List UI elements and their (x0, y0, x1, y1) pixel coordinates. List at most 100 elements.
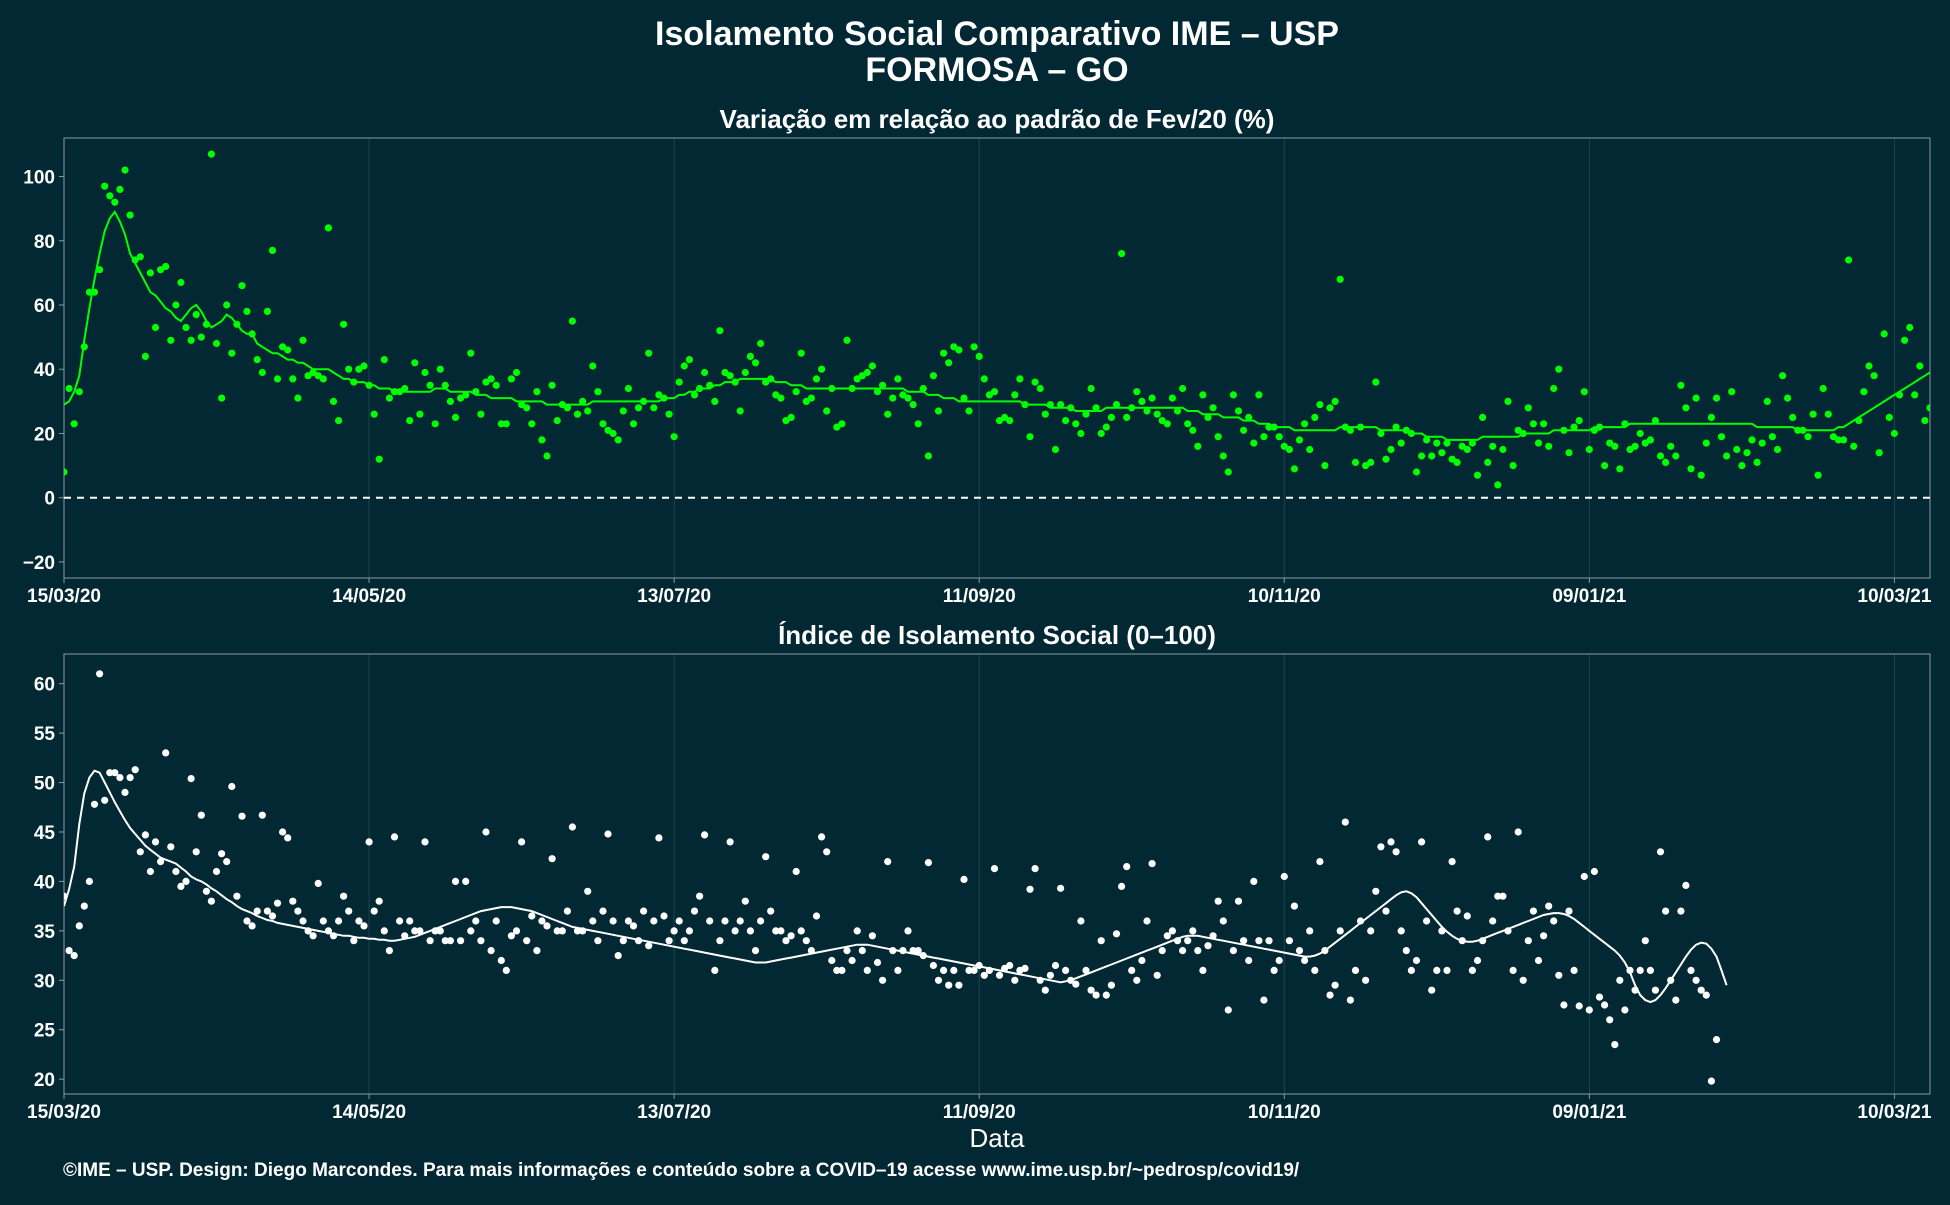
data-point (96, 670, 104, 678)
trend-line (64, 769, 1728, 1004)
data-point (1911, 391, 1919, 399)
data-point (873, 958, 882, 967)
data-point (162, 749, 170, 757)
data-point (1937, 427, 1944, 434)
data-point (1280, 872, 1288, 881)
data-point (1051, 961, 1060, 970)
x-tick-label: 14/05/20 (332, 1102, 406, 1123)
data-point (1209, 932, 1217, 940)
data-point (1921, 417, 1929, 425)
data-point (619, 937, 627, 945)
data-point (1072, 420, 1080, 428)
data-point (502, 966, 510, 975)
data-point (467, 349, 475, 357)
data-point (1575, 1002, 1583, 1010)
data-point (1316, 401, 1324, 409)
data-point (1046, 401, 1054, 409)
data-point (1504, 927, 1512, 935)
y-tick-label: 40 (34, 360, 55, 381)
data-point (1011, 391, 1019, 399)
data-point (1387, 445, 1395, 454)
data-point (70, 952, 78, 960)
data-point (411, 927, 419, 935)
data-point (645, 349, 653, 357)
data-point (1473, 956, 1482, 965)
x-tick-label: 13/07/20 (637, 1102, 711, 1123)
data-point (716, 937, 724, 945)
data-point (406, 417, 414, 425)
data-point (1692, 976, 1700, 984)
data-point (1560, 426, 1568, 434)
data-point (1418, 838, 1426, 846)
data-point (1041, 986, 1049, 994)
data-point (1707, 1077, 1715, 1085)
data-point (690, 907, 699, 915)
data-point (1377, 843, 1385, 851)
y-tick-label: 30 (34, 971, 55, 992)
data-point (1295, 947, 1304, 955)
data-point (848, 956, 856, 965)
data-point (655, 834, 663, 842)
data-point (1163, 420, 1171, 428)
data-point (1672, 996, 1680, 1004)
data-point (563, 404, 572, 412)
data-point (106, 192, 114, 200)
data-point (1123, 413, 1131, 421)
data-point (945, 359, 953, 367)
data-point (1524, 404, 1532, 412)
data-point (1758, 439, 1766, 447)
data-point (1173, 407, 1182, 415)
data-point (136, 253, 144, 261)
data-point (1311, 413, 1319, 421)
data-point (863, 368, 871, 377)
data-point (1118, 882, 1126, 891)
data-point (1550, 917, 1558, 925)
data-point (212, 867, 221, 876)
data-point (1834, 436, 1843, 444)
data-point (90, 800, 99, 808)
data-point (202, 320, 210, 328)
data-point (1906, 323, 1914, 332)
x-tick-label: 15/03/20 (27, 586, 101, 607)
data-point (411, 359, 419, 367)
data-point (284, 346, 292, 354)
data-point (1942, 359, 1949, 366)
data-point (787, 413, 795, 421)
data-point (1148, 860, 1156, 868)
data-point (634, 404, 643, 412)
data-point (1901, 336, 1909, 344)
data-point (446, 937, 454, 945)
data-point (1163, 932, 1171, 940)
data-point (258, 811, 266, 819)
data-point (894, 375, 902, 383)
y-tick-label: 25 (34, 1021, 56, 1042)
y-tick-label: 0 (44, 489, 55, 510)
data-point (1433, 439, 1441, 447)
data-point (1753, 458, 1761, 466)
data-point (894, 966, 902, 975)
data-point (157, 858, 165, 866)
data-point (172, 867, 180, 876)
data-point (1011, 976, 1019, 984)
data-point (192, 848, 200, 856)
data-point (1097, 429, 1105, 438)
data-point (523, 404, 531, 412)
data-point (1367, 927, 1375, 935)
data-point (146, 867, 154, 876)
x-axis-label: Data (970, 1123, 1025, 1153)
data-point (741, 368, 749, 377)
data-point (807, 394, 816, 402)
data-point (934, 976, 943, 984)
data-point (360, 922, 368, 930)
data-point (980, 375, 988, 383)
data-point (1346, 426, 1354, 434)
data-point (1418, 452, 1426, 460)
data-point (680, 362, 688, 370)
data-point (375, 897, 383, 905)
data-point (431, 927, 439, 935)
data-point (518, 838, 526, 846)
data-point (1840, 436, 1848, 444)
data-point (853, 927, 861, 935)
data-point (685, 927, 694, 935)
data-point (701, 368, 709, 377)
